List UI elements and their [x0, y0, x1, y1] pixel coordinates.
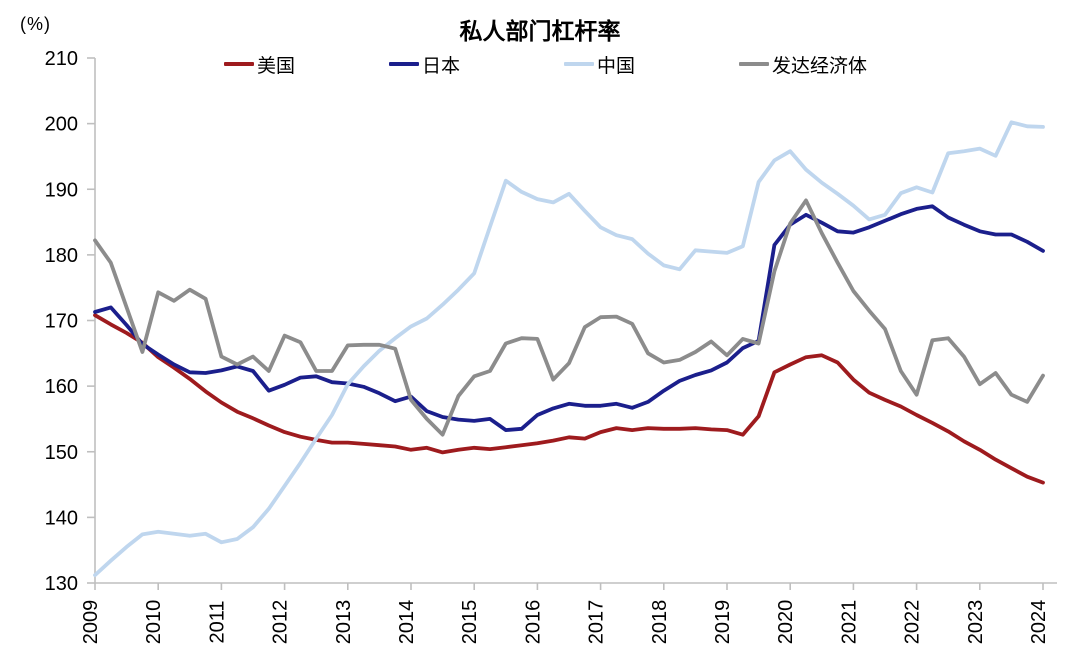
legend-swatch-us-icon	[224, 61, 254, 67]
svg-text:2019: 2019	[712, 600, 734, 645]
svg-text:2011: 2011	[206, 600, 228, 643]
legend-item-japan: 日本	[389, 53, 461, 77]
svg-text:2017: 2017	[586, 600, 608, 645]
svg-text:200: 200	[45, 114, 78, 136]
legend-label-japan: 日本	[422, 55, 461, 77]
svg-text:140: 140	[45, 507, 78, 529]
y-axis-unit-label: (%)	[20, 14, 51, 34]
legend-label-dm: 发达经济体	[772, 55, 868, 77]
svg-text:210: 210	[45, 48, 78, 70]
svg-text:2021: 2021	[838, 600, 860, 645]
svg-text:2024: 2024	[1028, 600, 1050, 645]
chart-title: 私人部门杠杆率	[459, 18, 621, 44]
svg-text:2022: 2022	[902, 600, 924, 645]
legend-swatch-japan-icon	[389, 61, 419, 67]
svg-text:150: 150	[45, 442, 78, 464]
svg-text:130: 130	[45, 573, 78, 595]
svg-text:2016: 2016	[522, 600, 544, 645]
svg-text:2015: 2015	[459, 600, 481, 645]
svg-text:2013: 2013	[333, 600, 355, 645]
svg-text:2020: 2020	[775, 600, 797, 645]
svg-text:2014: 2014	[396, 600, 418, 645]
legend-label-us: 美国	[257, 55, 296, 77]
svg-text:2012: 2012	[270, 600, 292, 645]
svg-text:170: 170	[45, 311, 78, 333]
svg-text:2018: 2018	[649, 600, 671, 645]
svg-text:160: 160	[45, 376, 78, 398]
legend-swatch-dm-icon	[739, 61, 769, 67]
svg-text:2023: 2023	[965, 600, 987, 645]
svg-text:2010: 2010	[143, 600, 165, 645]
svg-text:190: 190	[45, 179, 78, 201]
legend-item-china: 中国	[564, 53, 636, 77]
legend-swatch-china-icon	[564, 61, 594, 67]
legend-item-us: 美国	[224, 53, 296, 77]
svg-text:2009: 2009	[80, 600, 102, 645]
legend-label-china: 中国	[597, 55, 636, 77]
legend-item-dm: 发达经济体	[739, 53, 868, 77]
svg-text:180: 180	[45, 245, 78, 267]
